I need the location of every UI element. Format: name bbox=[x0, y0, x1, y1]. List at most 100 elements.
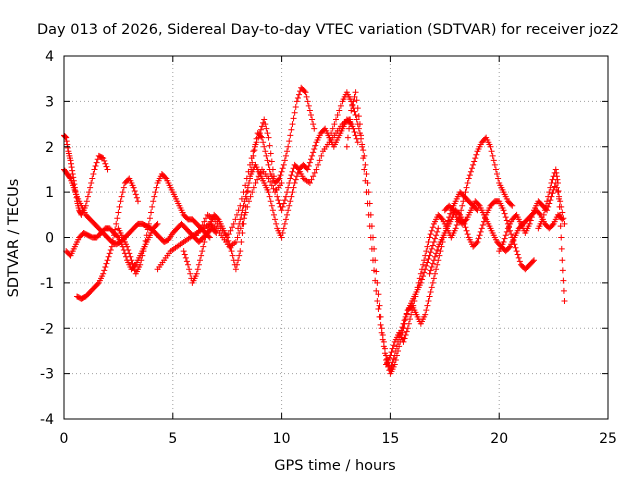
data-point bbox=[423, 262, 430, 269]
data-point bbox=[555, 187, 562, 194]
data-point bbox=[237, 248, 244, 255]
data-point bbox=[67, 157, 74, 164]
data-point bbox=[309, 152, 316, 159]
data-point bbox=[106, 250, 113, 257]
data-point bbox=[406, 316, 413, 323]
data-point bbox=[492, 166, 499, 173]
data-point bbox=[225, 237, 232, 244]
data-point bbox=[509, 202, 516, 209]
data-point bbox=[284, 189, 291, 196]
data-point bbox=[514, 251, 521, 258]
data-point bbox=[425, 298, 432, 305]
data-point bbox=[352, 89, 359, 96]
data-point bbox=[310, 149, 317, 156]
data-point bbox=[268, 158, 275, 165]
data-point bbox=[278, 234, 285, 241]
data-point bbox=[146, 215, 153, 222]
data-point bbox=[472, 155, 479, 162]
data-point bbox=[89, 175, 96, 182]
data-point bbox=[421, 269, 428, 276]
data-point bbox=[247, 175, 254, 182]
data-point bbox=[253, 139, 260, 146]
data-point bbox=[203, 231, 210, 238]
data-point bbox=[118, 193, 125, 200]
data-point bbox=[63, 138, 70, 145]
data-point bbox=[541, 207, 548, 214]
data-point bbox=[351, 93, 358, 100]
data-point bbox=[305, 102, 312, 109]
data-point bbox=[363, 189, 370, 196]
data-point bbox=[393, 352, 400, 359]
data-point bbox=[287, 132, 294, 139]
data-point bbox=[388, 349, 395, 356]
data-point bbox=[289, 121, 296, 128]
data-point bbox=[491, 161, 498, 168]
data-point bbox=[428, 227, 435, 234]
data-point bbox=[239, 229, 246, 236]
data-point bbox=[101, 267, 108, 274]
data-point bbox=[264, 157, 271, 164]
data-point bbox=[408, 311, 415, 318]
data-point bbox=[225, 231, 232, 238]
data-point bbox=[117, 198, 124, 205]
data-point bbox=[133, 194, 140, 201]
data-point bbox=[556, 203, 563, 210]
data-point bbox=[69, 170, 76, 177]
data-point bbox=[279, 203, 286, 210]
data-point bbox=[277, 172, 284, 179]
data-point bbox=[265, 134, 272, 141]
data-point bbox=[380, 343, 387, 350]
y-tick-label: 2 bbox=[45, 140, 54, 156]
data-point bbox=[347, 116, 354, 123]
data-point bbox=[268, 202, 275, 209]
x-axis-label: GPS time / hours bbox=[274, 458, 395, 474]
data-point bbox=[69, 167, 76, 174]
data-point bbox=[230, 220, 237, 227]
data-point bbox=[294, 169, 301, 176]
data-point bbox=[151, 193, 158, 200]
data-point bbox=[205, 224, 212, 231]
data-point bbox=[306, 180, 313, 187]
data-point bbox=[501, 235, 508, 242]
data-point bbox=[198, 252, 205, 259]
data-point bbox=[477, 228, 484, 235]
data-point bbox=[143, 232, 150, 239]
data-point bbox=[429, 224, 436, 231]
data-point bbox=[411, 298, 418, 305]
x-tick-label: 0 bbox=[60, 431, 69, 447]
data-point bbox=[84, 193, 91, 200]
data-point bbox=[429, 260, 436, 267]
data-point bbox=[70, 174, 77, 181]
data-point bbox=[432, 253, 439, 260]
series-trace-11 bbox=[343, 89, 481, 377]
data-point bbox=[417, 270, 424, 277]
data-point bbox=[101, 157, 108, 164]
data-point bbox=[423, 307, 430, 314]
data-point bbox=[464, 231, 471, 238]
data-point bbox=[503, 217, 510, 224]
data-point bbox=[83, 198, 90, 205]
data-point bbox=[237, 216, 244, 223]
data-point bbox=[141, 243, 148, 250]
data-point bbox=[363, 170, 370, 177]
data-point bbox=[266, 142, 273, 149]
data-point bbox=[138, 257, 145, 264]
data-point bbox=[187, 270, 194, 277]
data-point bbox=[304, 98, 311, 105]
data-point bbox=[500, 207, 507, 214]
data-point bbox=[241, 198, 248, 205]
data-point bbox=[400, 338, 407, 345]
data-point bbox=[413, 288, 420, 295]
data-point bbox=[311, 169, 318, 176]
data-point bbox=[430, 257, 437, 264]
series-trace-8 bbox=[191, 116, 361, 241]
data-point bbox=[152, 189, 159, 196]
data-point bbox=[459, 202, 466, 209]
data-point bbox=[302, 89, 309, 96]
data-point bbox=[391, 361, 398, 368]
data-point bbox=[426, 270, 433, 277]
data-point bbox=[430, 239, 437, 246]
data-point bbox=[552, 166, 559, 173]
data-point bbox=[409, 307, 416, 314]
data-point bbox=[154, 220, 161, 227]
